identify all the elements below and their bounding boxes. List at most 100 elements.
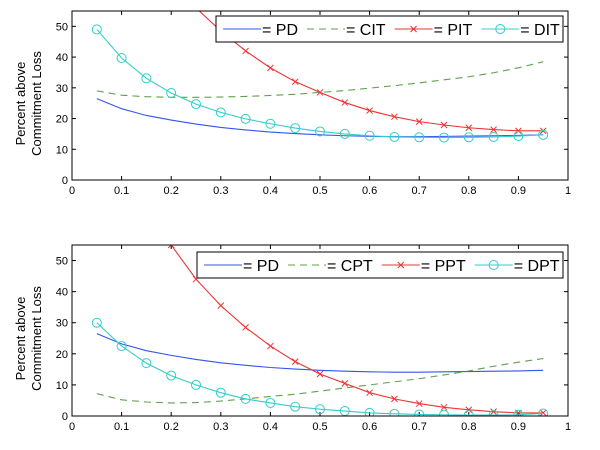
data-point-circle-marker — [339, 128, 350, 139]
data-point-x-marker — [143, 202, 149, 208]
y-tick-label: 50 — [56, 256, 68, 268]
legend-label: = DIT — [520, 22, 560, 39]
data-point-circle-marker — [116, 53, 127, 64]
data-point-circle-marker — [414, 409, 425, 416]
data-point-circle-marker — [116, 341, 127, 352]
data-point-x-marker — [341, 380, 349, 387]
data-point-x-marker — [515, 127, 522, 135]
x-tick-label: 0.8 — [461, 421, 476, 433]
data-point-x-marker — [366, 107, 373, 114]
data-point-circle-marker — [166, 370, 177, 381]
data-point-x-marker — [193, 11, 199, 12]
data-point-circle-marker — [240, 113, 251, 124]
x-tick-label: 0.7 — [412, 185, 427, 197]
data-point-x-marker — [490, 126, 497, 133]
legend-label: = PIT — [434, 22, 473, 39]
y-axis-label-line-1: Percent above — [13, 297, 28, 381]
data-point-x-marker — [391, 113, 398, 121]
x-tick-label: 0 — [69, 421, 75, 433]
y-tick-label: 50 — [56, 21, 68, 33]
data-point-x-marker — [291, 78, 299, 86]
data-point-x-marker — [415, 118, 423, 125]
data-point-x-marker — [167, 245, 175, 249]
y-tick-label: 40 — [56, 287, 68, 299]
x-tick-label: 0.5 — [312, 421, 327, 433]
x-tick-label: 0.4 — [263, 185, 278, 197]
data-point-circle-marker — [364, 130, 375, 141]
legend-x-marker — [410, 25, 417, 33]
legend-label: = PD — [262, 22, 298, 39]
data-point-x-marker — [490, 408, 497, 416]
x-tick-label: 0.4 — [263, 421, 278, 433]
data-point-circle-marker — [414, 132, 425, 143]
legend: = PD = CPT = PPT = DPT — [196, 251, 564, 279]
data-point-x-marker — [119, 152, 125, 158]
data-point-circle-marker — [191, 99, 201, 110]
y-axis-label-line-2: Commitment Loss — [29, 51, 44, 156]
axes-box — [71, 10, 569, 181]
data-point-x-marker — [341, 99, 349, 106]
y-tick-label: 30 — [56, 318, 68, 330]
x-tick-label: 0 — [69, 185, 75, 197]
y-tick-label: 0 — [62, 411, 68, 423]
x-tick-label: 0.7 — [412, 421, 427, 433]
legend-label: = DPT — [514, 258, 560, 275]
data-point-x-marker — [217, 302, 225, 309]
y-tick-label: 40 — [56, 52, 68, 64]
data-point-circle-marker — [191, 379, 201, 390]
data-point-circle-marker — [91, 24, 102, 35]
data-point-circle-marker — [513, 131, 524, 142]
subplot-1: 0 0.1 0.2 0.3 0.4 0.5 0.6 0.7 0.8 0.9 101020304050… — [13, 10, 571, 197]
x-tick-label: 0.2 — [164, 185, 179, 197]
data-point-circle-marker — [439, 132, 449, 143]
series-line-dpt — [96, 322, 544, 416]
data-point-circle-marker — [389, 131, 400, 142]
legend-box — [196, 251, 564, 279]
data-point-x-marker — [291, 358, 299, 365]
data-point-x-marker — [267, 342, 274, 350]
axes-box — [71, 244, 569, 417]
legend: = PD = CIT = PIT = DIT — [215, 15, 564, 43]
y-tick-label: 20 — [56, 114, 68, 126]
data-point-x-marker — [539, 409, 547, 416]
legend-label: = CPT — [327, 258, 373, 275]
series-line-pd — [96, 98, 544, 138]
plot-area — [91, 152, 549, 416]
y-tick-label: 10 — [56, 144, 68, 156]
data-point-x-marker — [391, 395, 398, 403]
data-point-x-marker — [267, 64, 274, 72]
data-point-circle-marker — [91, 317, 102, 328]
data-point-x-marker — [316, 89, 324, 96]
data-point-circle-marker — [315, 404, 325, 415]
data-point-circle-marker — [439, 409, 449, 416]
data-point-circle-marker — [265, 397, 276, 408]
data-point-x-marker — [242, 324, 249, 331]
legend-label: = PD — [243, 258, 279, 275]
x-tick-label: 0.5 — [312, 185, 327, 197]
x-tick-label: 0.1 — [114, 421, 129, 433]
data-point-circle-marker — [488, 131, 499, 142]
data-point-circle-marker — [290, 401, 301, 412]
legend-circle-marker — [495, 24, 506, 34]
legend-circle-marker — [488, 260, 499, 270]
data-point-x-marker — [465, 406, 473, 414]
x-tick-label: 0.6 — [362, 421, 377, 433]
data-point-circle-marker — [364, 407, 375, 416]
data-point-circle-marker — [141, 358, 152, 369]
x-tick-label: 0.9 — [511, 421, 526, 433]
data-point-circle-marker — [389, 408, 400, 416]
data-point-circle-marker — [513, 409, 524, 416]
data-point-x-marker — [539, 127, 547, 135]
series-line-dit — [96, 29, 544, 139]
data-point-circle-marker — [166, 88, 177, 99]
x-tick-label: 1 — [565, 421, 571, 433]
x-tick-label: 0.6 — [362, 185, 377, 197]
series-line-pd — [96, 333, 544, 373]
legend-x-marker — [397, 261, 405, 269]
y-tick-label: 10 — [56, 380, 68, 392]
x-tick-label: 0.2 — [164, 421, 179, 433]
data-point-x-marker — [440, 121, 448, 129]
series-line-cpt — [96, 357, 544, 404]
x-tick-label: 1 — [565, 185, 571, 197]
